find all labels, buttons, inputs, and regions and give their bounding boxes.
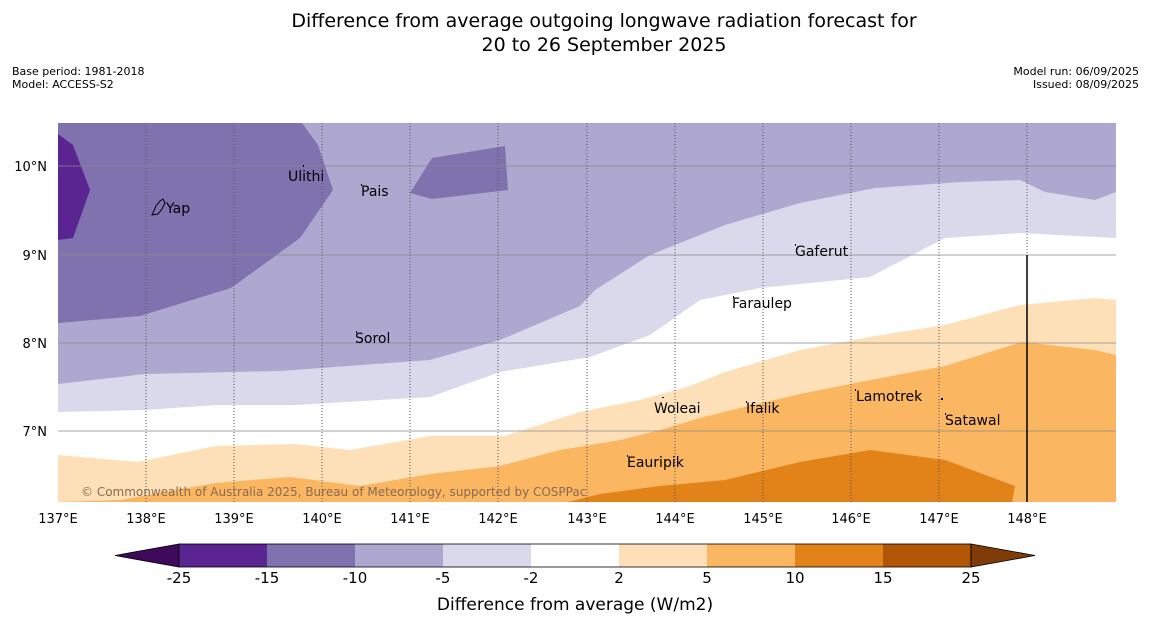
gaferut-marker <box>795 244 796 246</box>
place-label-faraulep: Faraulep <box>732 296 792 312</box>
island-markers <box>303 165 946 457</box>
eauripik-marker <box>627 455 628 457</box>
legend-swatch-9 <box>883 544 971 567</box>
ifalik-marker <box>746 401 747 403</box>
legend-tick-minus-25: -25 <box>167 569 192 587</box>
lon-label-147e: 147°E <box>919 512 959 527</box>
ulithi-marker <box>303 165 304 167</box>
lamotrek-east-marker <box>941 398 943 400</box>
legend-swatch-6 <box>619 544 707 567</box>
lon-label-145e: 145°E <box>743 512 783 527</box>
legend-swatch-1 <box>179 544 267 567</box>
legend-arrow-min <box>114 543 180 568</box>
lon-label-137e: 137°E <box>38 512 78 527</box>
lon-label-148e: 148°E <box>1007 512 1047 527</box>
lon-label-141e: 141°E <box>390 512 430 527</box>
place-label-ifalik: Ifalik <box>746 401 780 417</box>
place-label-sorol: Sorol <box>355 331 390 347</box>
longitude-labels: 137°E 138°E 139°E 140°E 141°E 142°E 143°… <box>38 512 1047 527</box>
issued-text: Issued: 08/09/2025 <box>1032 78 1139 91</box>
yap-island-shape <box>151 198 166 216</box>
contour-fill-minus-15-to-minus-10-west <box>58 123 333 323</box>
meta-left: Base period: 1981-2018 Model: ACCESS-S2 <box>12 65 144 91</box>
legend-tick-5: 5 <box>702 569 712 587</box>
lat-label-7n: 7°N <box>23 425 48 440</box>
sorol-marker <box>356 331 357 333</box>
woleai-marker <box>662 397 664 398</box>
legend-tick-labels: -25 -15 -10 -5 -2 2 5 10 15 25 <box>167 569 981 587</box>
lon-label-146e: 146°E <box>831 512 871 527</box>
legend-swatch-7 <box>707 544 795 567</box>
legend-tick-minus-2: -2 <box>524 569 539 587</box>
lat-label-8n: 8°N <box>23 337 48 352</box>
model-run-text: Model run: 06/09/2025 <box>1013 65 1139 78</box>
chart-title: Difference from average outgoing longwav… <box>0 9 1150 57</box>
place-label-pais: Pais <box>361 184 389 200</box>
model-text: Model: ACCESS-S2 <box>12 78 114 91</box>
base-period-text: Base period: 1981-2018 <box>12 65 145 78</box>
legend-tick-minus-5: -5 <box>436 569 451 587</box>
copyright-text: © Commonwealth of Australia 2025, Bureau… <box>81 485 586 499</box>
lamotrek-marker <box>855 389 856 391</box>
legend-swatch-8 <box>795 544 883 567</box>
place-label-woleai: Woleai <box>654 401 701 417</box>
legend-swatch-3 <box>355 544 443 567</box>
legend-tick-10: 10 <box>785 569 804 587</box>
lon-label-142e: 142°E <box>478 512 518 527</box>
pais-marker <box>361 184 362 186</box>
legend-outline <box>178 543 972 568</box>
lat-label-10n: 10°N <box>14 160 47 175</box>
faraulep-marker <box>733 296 734 298</box>
place-label-yap: Yap <box>165 201 190 217</box>
legend-colorbar <box>114 543 1036 568</box>
contour-fill-10-to-15 <box>568 450 1015 502</box>
title-line-1: Difference from average outgoing longwav… <box>291 10 917 32</box>
place-label-eauripik: Eauripik <box>627 455 685 471</box>
gridlines <box>58 123 1116 502</box>
lat-label-9n: 9°N <box>23 249 48 264</box>
place-label-gaferut: Gaferut <box>795 244 849 260</box>
meta-right: Model run: 06/09/2025 Issued: 08/09/2025 <box>1013 65 1139 91</box>
contour-fill-minus-25-to-minus-15 <box>58 134 90 240</box>
lon-label-143e: 143°E <box>567 512 607 527</box>
legend-tick-15: 15 <box>873 569 892 587</box>
legend-tick-25: 25 <box>961 569 980 587</box>
place-label-satawal: Satawal <box>945 413 1000 429</box>
legend-tick-2: 2 <box>614 569 624 587</box>
place-labels: Yap Ulithi Pais Gaferut Faraulep Sorol W… <box>165 169 1000 471</box>
legend-swatch-4 <box>443 544 531 567</box>
lon-label-140e: 140°E <box>302 512 342 527</box>
legend-tick-minus-15: -15 <box>255 569 280 587</box>
lon-label-144e: 144°E <box>655 512 695 527</box>
legend-tick-minus-10: -10 <box>343 569 368 587</box>
satawal-marker <box>945 413 946 415</box>
lon-label-139e: 139°E <box>214 512 254 527</box>
place-label-ulithi: Ulithi <box>288 169 324 185</box>
latitude-labels: 10°N 9°N 8°N 7°N <box>14 160 47 440</box>
lon-label-138e: 138°E <box>126 512 166 527</box>
legend-arrow-max <box>970 543 1036 568</box>
place-label-lamotrek: Lamotrek <box>856 389 923 405</box>
title-line-2: 20 to 26 September 2025 <box>481 34 727 56</box>
legend-swatch-5 <box>531 544 619 567</box>
legend-label: Difference from average (W/m2) <box>437 595 713 615</box>
contour-fill-minus-15-to-minus-10-north <box>410 146 508 199</box>
legend-swatch-2 <box>267 544 355 567</box>
